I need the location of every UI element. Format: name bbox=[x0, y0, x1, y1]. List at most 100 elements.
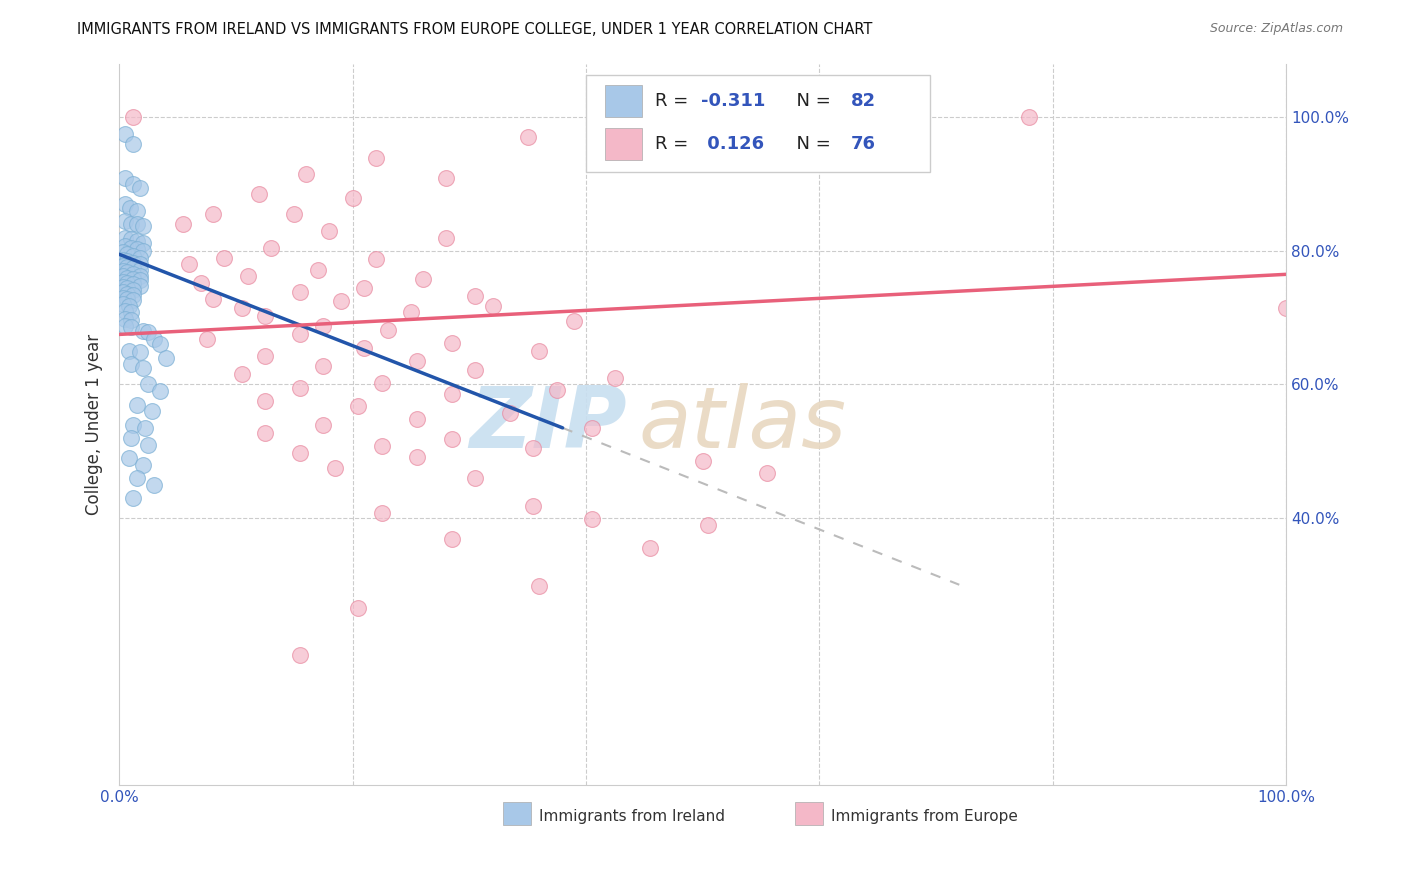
Point bbox=[138, 377, 160, 392]
Point bbox=[377, 323, 399, 337]
Text: 0.126: 0.126 bbox=[702, 136, 765, 153]
FancyBboxPatch shape bbox=[605, 128, 643, 161]
Point bbox=[114, 197, 136, 211]
Point bbox=[114, 318, 136, 333]
Point bbox=[131, 235, 153, 250]
Point bbox=[405, 450, 427, 464]
Text: ZIP: ZIP bbox=[470, 383, 627, 466]
Point bbox=[129, 345, 152, 359]
Point bbox=[117, 286, 139, 301]
Point bbox=[247, 187, 270, 202]
Point bbox=[529, 344, 551, 359]
Point bbox=[412, 272, 434, 286]
Point bbox=[364, 151, 387, 165]
Point bbox=[283, 207, 305, 221]
Point bbox=[201, 207, 224, 221]
Point bbox=[122, 178, 145, 192]
Point bbox=[149, 337, 172, 351]
Point bbox=[464, 471, 486, 485]
Point bbox=[312, 417, 335, 432]
Point bbox=[440, 533, 463, 547]
Point bbox=[125, 397, 148, 411]
Point bbox=[111, 259, 134, 273]
Point bbox=[117, 281, 139, 295]
Point bbox=[143, 332, 166, 346]
Point bbox=[120, 320, 142, 334]
FancyBboxPatch shape bbox=[794, 802, 823, 825]
Point bbox=[581, 421, 603, 435]
Text: N =: N = bbox=[786, 136, 837, 153]
Point bbox=[405, 354, 427, 368]
Point bbox=[120, 241, 142, 255]
Point bbox=[122, 491, 145, 505]
FancyBboxPatch shape bbox=[605, 85, 643, 117]
Point bbox=[111, 297, 134, 311]
Point bbox=[131, 244, 153, 258]
Point bbox=[120, 431, 142, 445]
Point bbox=[697, 517, 720, 532]
Point bbox=[117, 299, 139, 313]
Point bbox=[117, 247, 139, 261]
Point bbox=[129, 251, 152, 265]
Point bbox=[499, 405, 522, 419]
Point bbox=[129, 273, 152, 287]
Point bbox=[111, 275, 134, 289]
Point bbox=[288, 445, 311, 459]
Point bbox=[129, 278, 152, 293]
Point bbox=[117, 254, 139, 268]
Point bbox=[603, 371, 626, 385]
Point bbox=[122, 417, 145, 432]
Point bbox=[125, 203, 148, 218]
Point bbox=[236, 269, 259, 284]
Point bbox=[231, 301, 253, 315]
Point bbox=[371, 439, 394, 453]
Point bbox=[111, 280, 134, 294]
Point bbox=[114, 170, 136, 185]
Point bbox=[122, 272, 145, 286]
Point bbox=[516, 130, 538, 145]
Point bbox=[254, 350, 277, 364]
Point bbox=[111, 285, 134, 300]
Text: Immigrants from Ireland: Immigrants from Ireland bbox=[540, 808, 725, 823]
Point bbox=[371, 506, 394, 520]
Point bbox=[1275, 301, 1298, 315]
Text: 76: 76 bbox=[851, 136, 876, 153]
Point bbox=[134, 421, 156, 435]
Text: -0.311: -0.311 bbox=[702, 92, 766, 110]
Text: Immigrants from Europe: Immigrants from Europe bbox=[831, 808, 1018, 823]
Point bbox=[581, 512, 603, 526]
Point bbox=[117, 270, 139, 285]
Point bbox=[122, 293, 145, 308]
Point bbox=[371, 376, 394, 391]
Point bbox=[307, 262, 329, 277]
Point bbox=[111, 245, 134, 260]
Point bbox=[318, 224, 340, 238]
Point bbox=[353, 341, 375, 355]
Point bbox=[129, 262, 152, 277]
Point bbox=[122, 137, 145, 152]
Point bbox=[179, 257, 201, 271]
Point bbox=[434, 230, 457, 244]
Point bbox=[172, 217, 194, 231]
Point bbox=[295, 167, 318, 181]
Point bbox=[120, 232, 142, 246]
Point bbox=[117, 344, 139, 359]
Point bbox=[434, 170, 457, 185]
Point bbox=[405, 412, 427, 426]
Point bbox=[131, 219, 153, 233]
Point bbox=[155, 351, 177, 365]
Point bbox=[201, 292, 224, 306]
Point bbox=[638, 541, 661, 555]
Point bbox=[129, 268, 152, 283]
Point bbox=[440, 387, 463, 401]
Point bbox=[546, 383, 568, 397]
Point bbox=[1018, 111, 1040, 125]
Point bbox=[288, 381, 311, 395]
Point bbox=[141, 404, 163, 418]
Point bbox=[464, 363, 486, 377]
FancyBboxPatch shape bbox=[503, 802, 531, 825]
Text: Source: ZipAtlas.com: Source: ZipAtlas.com bbox=[1209, 22, 1343, 36]
Point bbox=[399, 305, 422, 319]
Point bbox=[120, 313, 142, 327]
Point bbox=[312, 318, 335, 333]
